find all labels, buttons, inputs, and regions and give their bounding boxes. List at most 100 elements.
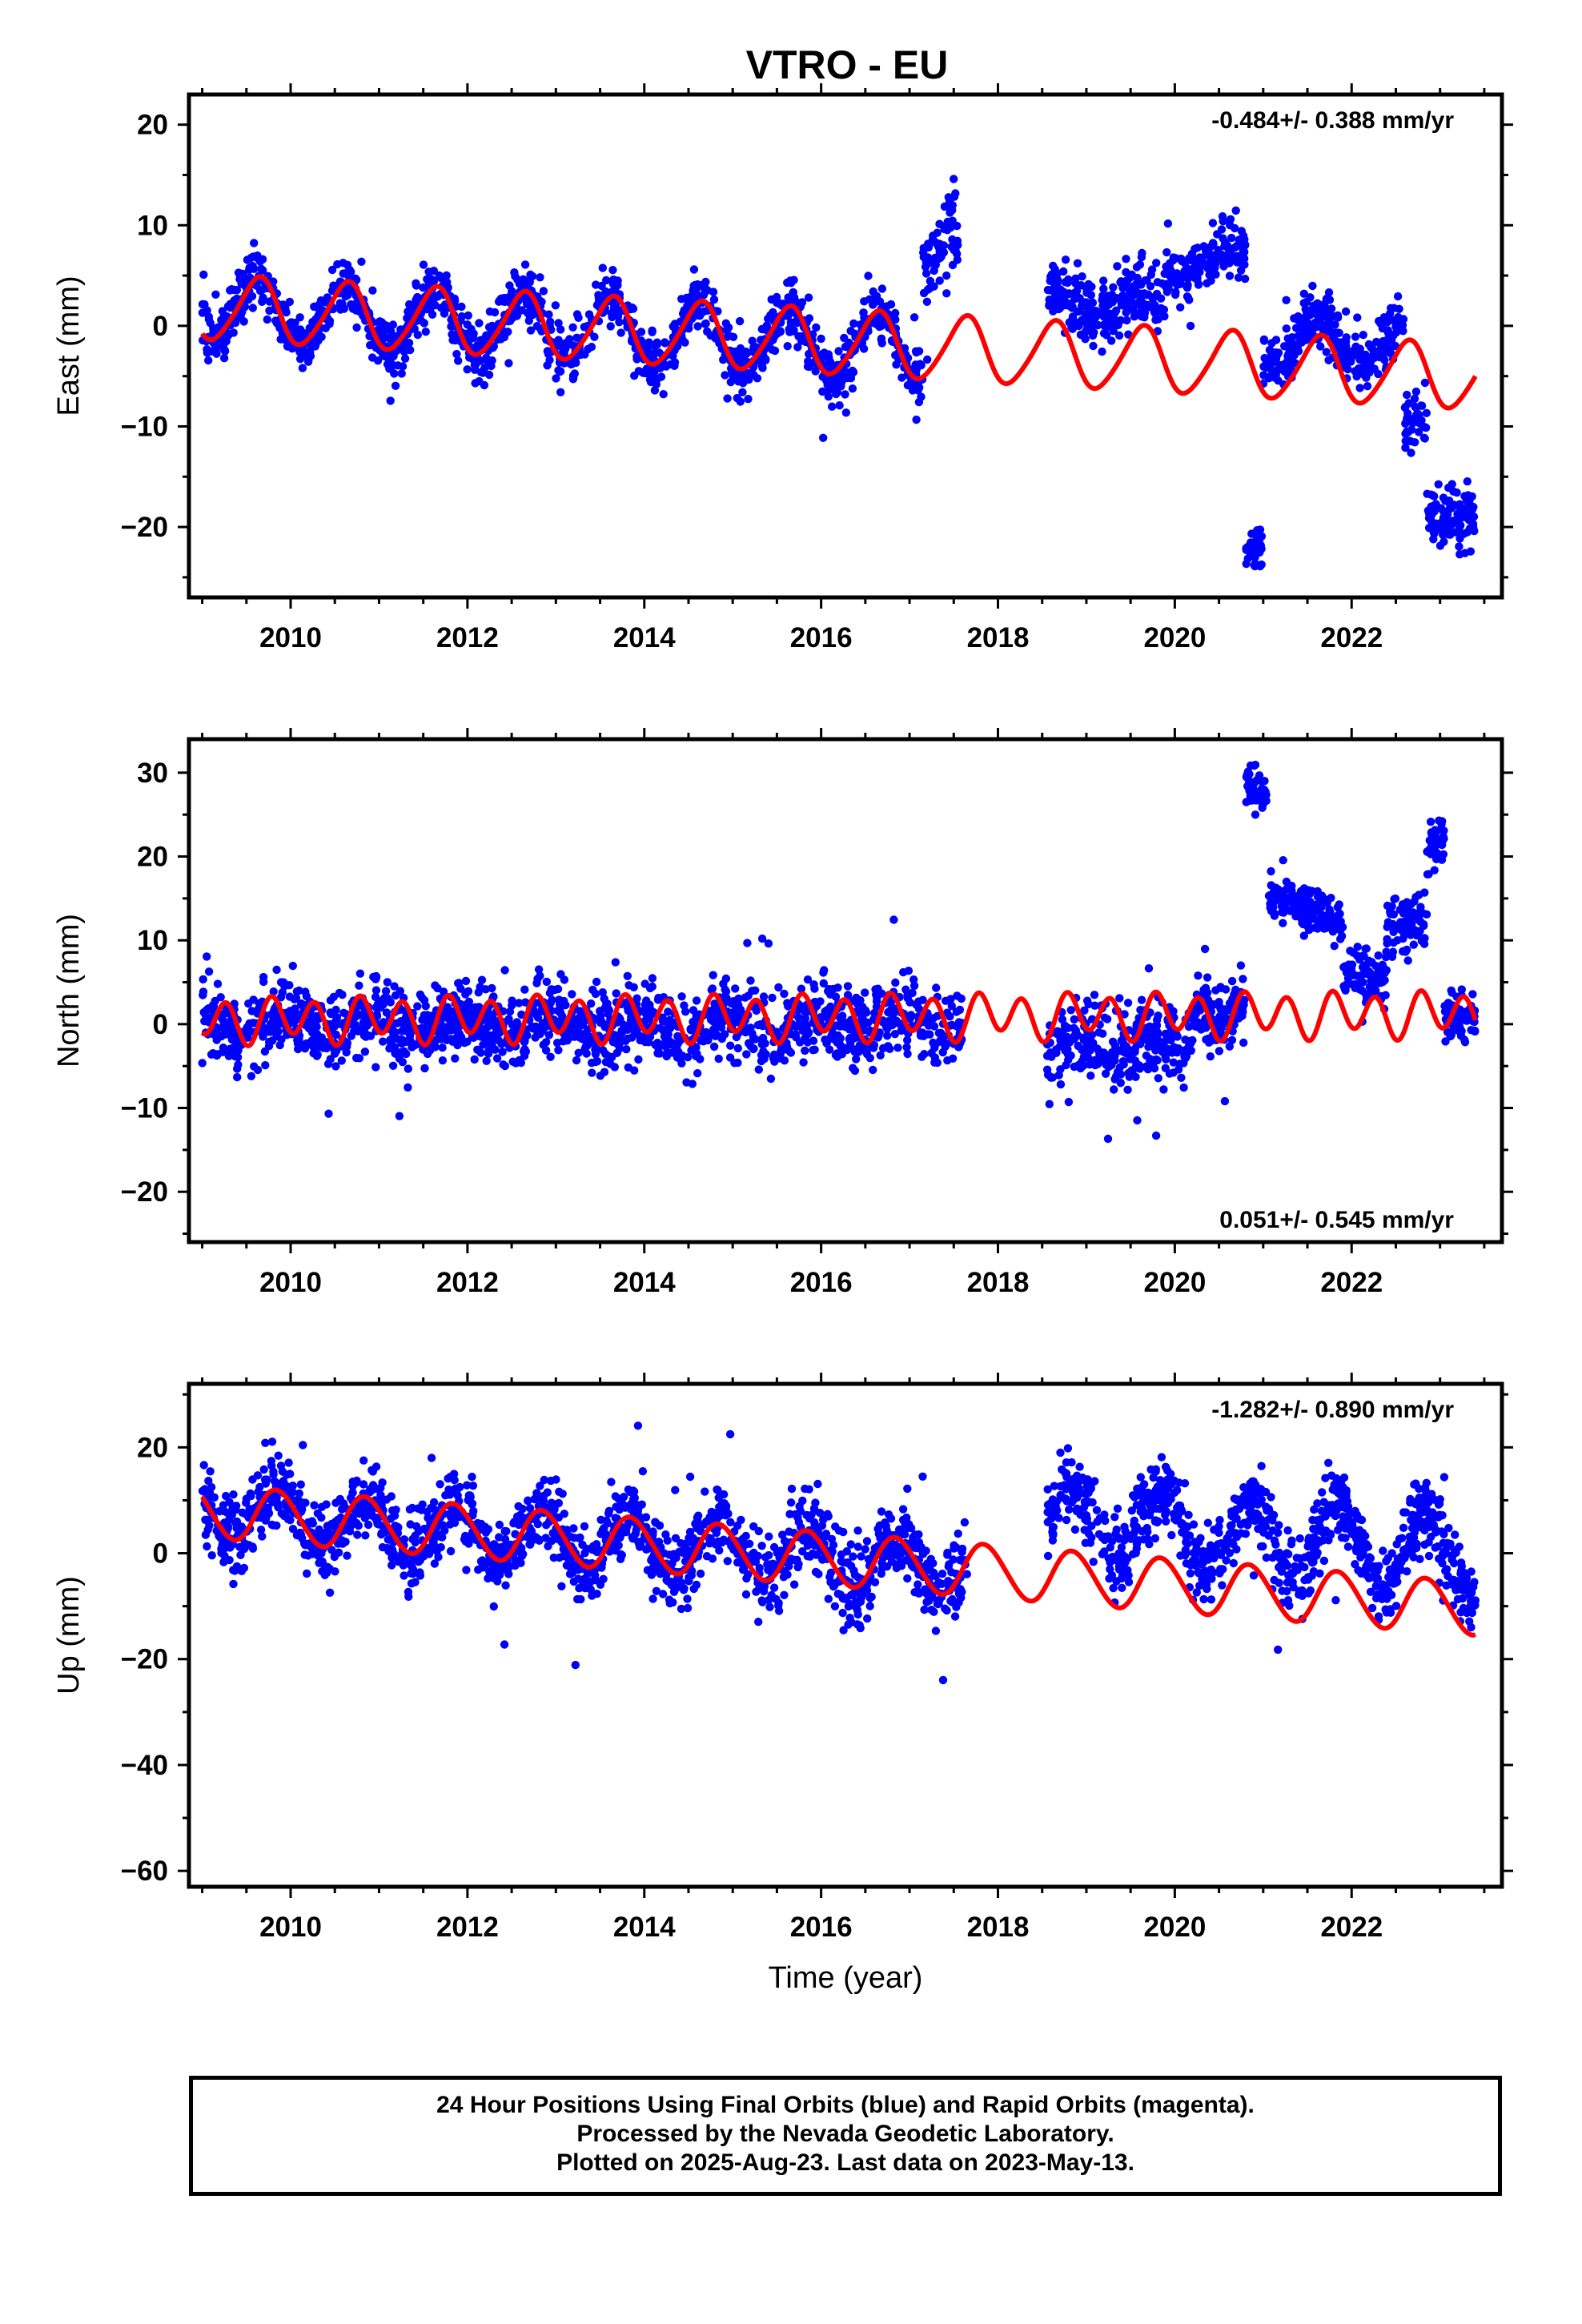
data-point bbox=[1087, 1031, 1097, 1039]
data-point bbox=[891, 1007, 900, 1016]
data-point bbox=[1053, 279, 1062, 288]
data-point bbox=[1302, 297, 1311, 307]
data-point bbox=[455, 979, 464, 987]
data-point bbox=[1098, 347, 1106, 356]
data-point bbox=[1163, 219, 1173, 228]
data-point bbox=[938, 241, 946, 251]
data-point bbox=[395, 1112, 404, 1120]
data-point bbox=[1358, 987, 1367, 995]
data-point bbox=[1359, 331, 1368, 340]
data-point bbox=[905, 998, 914, 1007]
data-point bbox=[519, 1047, 528, 1056]
data-point bbox=[1255, 537, 1264, 546]
data-point bbox=[850, 1033, 860, 1043]
data-point bbox=[841, 390, 849, 399]
data-point bbox=[1131, 1072, 1140, 1082]
data-point bbox=[551, 301, 560, 310]
data-point bbox=[656, 372, 666, 381]
data-point bbox=[849, 319, 858, 328]
data-point bbox=[1438, 817, 1447, 826]
data-point bbox=[1278, 907, 1287, 917]
data-point bbox=[1340, 343, 1349, 352]
data-point bbox=[1242, 559, 1251, 569]
data-point bbox=[413, 1002, 422, 1011]
data-point bbox=[669, 1039, 678, 1048]
data-point bbox=[764, 939, 773, 948]
data-point bbox=[1162, 287, 1172, 296]
data-point bbox=[843, 982, 853, 991]
data-point bbox=[859, 344, 869, 353]
data-point bbox=[946, 1012, 954, 1021]
data-point bbox=[1363, 382, 1372, 391]
data-point bbox=[520, 1038, 529, 1047]
data-point bbox=[321, 1038, 331, 1047]
data-point bbox=[1236, 961, 1246, 970]
data-point bbox=[634, 1055, 643, 1064]
data-point bbox=[352, 323, 361, 332]
data-point bbox=[950, 175, 958, 183]
data-point bbox=[819, 979, 828, 988]
data-point bbox=[1159, 1085, 1168, 1094]
data-point bbox=[574, 1024, 583, 1034]
data-point bbox=[943, 1056, 952, 1065]
data-point bbox=[424, 1019, 433, 1028]
data-point bbox=[602, 275, 611, 285]
data-point bbox=[1362, 944, 1371, 953]
data-point bbox=[1049, 270, 1058, 279]
data-point bbox=[1099, 284, 1108, 293]
data-point bbox=[1463, 503, 1472, 512]
data-point bbox=[889, 915, 898, 924]
data-point bbox=[1390, 895, 1399, 903]
data-point bbox=[592, 1015, 601, 1024]
data-point bbox=[532, 1022, 540, 1031]
x-tick-label: 2014 bbox=[613, 622, 676, 653]
data-point bbox=[1130, 1047, 1139, 1056]
data-point bbox=[1299, 289, 1309, 298]
data-point bbox=[450, 1023, 460, 1033]
data-point bbox=[1251, 549, 1261, 558]
data-point bbox=[358, 1023, 367, 1033]
data-point bbox=[947, 1002, 957, 1011]
data-point bbox=[833, 1031, 842, 1040]
data-point bbox=[817, 334, 825, 344]
data-point bbox=[1056, 1080, 1066, 1089]
data-point bbox=[1456, 534, 1464, 543]
data-point bbox=[1227, 1035, 1237, 1045]
data-point bbox=[803, 975, 813, 984]
data-point bbox=[723, 394, 732, 403]
data-point bbox=[1381, 952, 1391, 962]
data-point bbox=[1122, 308, 1130, 317]
data-point bbox=[1232, 258, 1242, 267]
data-point bbox=[936, 253, 945, 263]
data-point bbox=[355, 969, 365, 978]
data-point bbox=[486, 1020, 495, 1030]
data-point bbox=[204, 967, 214, 976]
data-point bbox=[1284, 340, 1294, 350]
data-point bbox=[553, 984, 563, 994]
data-point bbox=[526, 270, 535, 279]
data-point bbox=[580, 350, 589, 359]
data-point bbox=[1133, 273, 1142, 283]
data-point bbox=[1417, 401, 1427, 410]
data-point bbox=[615, 1044, 624, 1053]
data-point bbox=[398, 1058, 408, 1067]
data-point bbox=[1430, 492, 1439, 501]
data-point bbox=[1420, 434, 1429, 443]
data-point bbox=[1406, 436, 1415, 446]
data-point bbox=[1447, 986, 1456, 995]
data-point bbox=[835, 401, 844, 410]
data-point bbox=[865, 1054, 875, 1063]
data-point bbox=[624, 1063, 632, 1072]
data-point bbox=[1287, 333, 1297, 342]
data-point bbox=[591, 1057, 600, 1067]
data-point bbox=[774, 983, 783, 992]
data-point bbox=[552, 374, 560, 383]
data-point bbox=[948, 235, 957, 244]
data-point bbox=[721, 371, 729, 380]
data-point bbox=[640, 979, 649, 988]
data-point bbox=[1368, 345, 1378, 354]
data-point bbox=[442, 271, 451, 280]
data-point bbox=[591, 1045, 600, 1054]
data-point bbox=[944, 193, 954, 202]
data-point bbox=[1061, 289, 1070, 298]
